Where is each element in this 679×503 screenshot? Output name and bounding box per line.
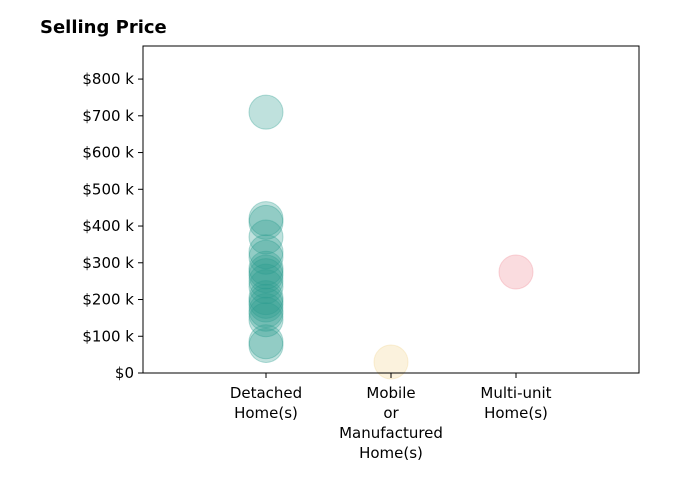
x-tick-label-1-line-3: Home(s) <box>359 444 423 462</box>
y-tick-label-8: $800 k <box>82 70 134 88</box>
data-point-0-5 <box>248 239 284 275</box>
x-tick-label-1-line-2: Manufactured <box>339 424 443 442</box>
data-point-0-13 <box>248 287 284 323</box>
data-point-0-2 <box>248 204 284 240</box>
y-axis: $0 $100 k $200 k $300 k $400 k $500 k $600 k $7… <box>82 70 143 382</box>
data-point-0-16 <box>248 302 284 338</box>
x-tick-label-0-line-1: Home(s) <box>234 404 298 422</box>
data-point-1-0 <box>373 344 409 380</box>
data-point-0-0 <box>248 94 284 130</box>
data-point-0-14 <box>248 293 284 329</box>
y-tick-label-1: $100 k <box>82 327 134 345</box>
data-point-0-9 <box>248 263 284 299</box>
data-point-0-3 <box>248 219 284 255</box>
data-point-0-12 <box>248 283 284 319</box>
data-point-0-6 <box>248 250 284 286</box>
data-point-0-1 <box>248 201 284 237</box>
x-tick-label-0-line-0: Detached <box>230 384 302 402</box>
y-tick-label-7: $700 k <box>82 107 134 125</box>
y-tick-label-3: $300 k <box>82 254 134 272</box>
data-point-0-10 <box>248 269 284 305</box>
data-point-0-18 <box>248 327 284 363</box>
y-tick-label-0: $0 <box>115 364 134 382</box>
x-tick-label-2-line-1: Home(s) <box>484 404 548 422</box>
x-axis: Detached Home(s) Mobile or Manufactured Home(… <box>230 373 552 462</box>
chart-title: Selling Price <box>40 17 167 38</box>
x-tick-label-1-line-0: Mobile <box>366 384 415 402</box>
y-tick-label-2: $200 k <box>82 291 134 309</box>
data-point-0-4 <box>248 234 284 270</box>
data-point-0-8 <box>248 258 284 294</box>
y-tick-label-4: $400 k <box>82 217 134 235</box>
data-points <box>248 94 534 380</box>
plot-frame <box>142 45 640 374</box>
y-tick-label-6: $600 k <box>82 144 134 162</box>
data-point-0-11 <box>248 280 284 316</box>
x-tick-label-2-line-0: Multi-unit <box>480 384 551 402</box>
data-point-0-15 <box>248 296 284 332</box>
y-tick-label-5: $500 k <box>82 180 134 198</box>
x-tick-label-1-line-1: or <box>383 404 399 422</box>
data-point-2-0 <box>498 254 534 290</box>
data-point-0-7 <box>248 254 284 290</box>
data-point-0-17 <box>248 324 284 360</box>
